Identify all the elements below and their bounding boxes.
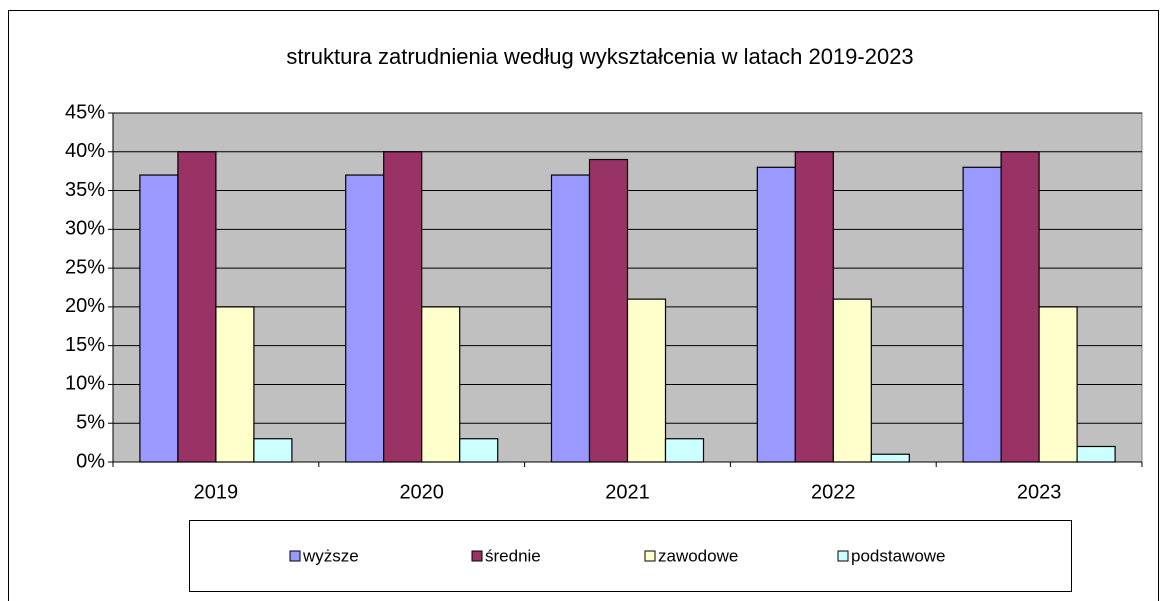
y-tick-label: 5% bbox=[76, 412, 105, 434]
bar bbox=[1000, 151, 1040, 463]
y-tick-label: 0% bbox=[76, 450, 105, 472]
bar bbox=[177, 151, 217, 463]
bar bbox=[253, 438, 293, 463]
bar bbox=[870, 453, 910, 463]
y-tick-label: 30% bbox=[65, 218, 105, 240]
bar bbox=[1076, 445, 1116, 463]
legend-swatch bbox=[644, 550, 656, 562]
legend-label: wyższe bbox=[302, 546, 359, 565]
chart-title: struktura zatrudnienia według wykształce… bbox=[286, 44, 913, 69]
bar bbox=[794, 151, 834, 463]
bar bbox=[139, 174, 179, 463]
x-tick-label: 2021 bbox=[605, 481, 650, 503]
bar bbox=[626, 298, 667, 463]
legend-label: średnie bbox=[485, 546, 541, 565]
bar bbox=[550, 174, 591, 463]
legend-label: zawodowe bbox=[658, 546, 738, 565]
legend-label: podstawowe bbox=[851, 546, 946, 565]
legend-swatch bbox=[837, 550, 849, 562]
legend-box bbox=[189, 520, 1072, 592]
bar bbox=[962, 166, 1002, 463]
bar bbox=[756, 166, 796, 463]
bar bbox=[832, 298, 872, 463]
y-tick-label: 40% bbox=[65, 140, 105, 162]
y-tick-label: 20% bbox=[65, 295, 105, 317]
bar bbox=[588, 158, 629, 463]
bar bbox=[421, 306, 461, 463]
bar bbox=[664, 438, 705, 463]
x-tick-label: 2022 bbox=[811, 481, 856, 503]
x-tick-label: 2020 bbox=[399, 481, 444, 503]
bar bbox=[215, 306, 255, 463]
x-tick-label: 2023 bbox=[1017, 481, 1062, 503]
legend-swatch bbox=[471, 550, 483, 562]
legend-swatch bbox=[289, 550, 301, 562]
y-tick-label: 25% bbox=[65, 256, 105, 278]
y-tick-label: 45% bbox=[65, 101, 105, 123]
y-tick-label: 15% bbox=[65, 334, 105, 356]
bar bbox=[383, 151, 423, 463]
y-tick-label: 35% bbox=[65, 179, 105, 201]
bar bbox=[1038, 306, 1078, 463]
x-tick-label: 2019 bbox=[194, 481, 239, 503]
y-tick-label: 10% bbox=[65, 373, 105, 395]
bar bbox=[345, 174, 385, 463]
bar bbox=[459, 438, 499, 463]
